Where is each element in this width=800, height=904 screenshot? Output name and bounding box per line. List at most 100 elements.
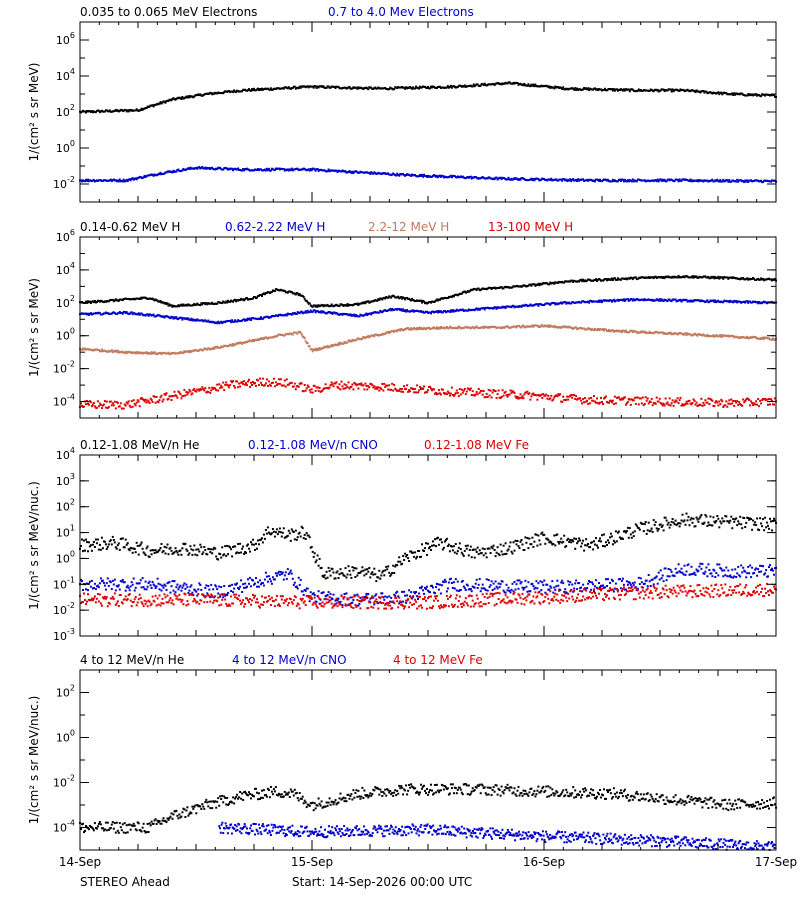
y-tick-label: 106 [56,228,75,244]
data-point [113,404,115,406]
data-point [523,393,525,395]
data-point [128,400,130,402]
data-point [579,540,581,542]
data-point [180,397,182,399]
data-point [301,334,303,336]
data-point [340,568,342,570]
data-point [358,316,360,318]
data-point [267,385,269,387]
data-point [94,546,96,548]
data-point [685,403,687,405]
data-point [760,95,762,97]
data-point [537,305,539,307]
data-point [550,542,552,544]
data-point [587,543,589,545]
data-point [225,381,227,383]
data-point [350,577,352,579]
data-point [416,384,418,386]
data-point [658,401,660,403]
data-point [204,387,206,389]
data-point [209,392,211,394]
data-point [552,543,554,545]
data-point [732,400,734,402]
data-point [295,388,297,390]
data-point [720,336,722,338]
data-point [464,550,466,552]
data-point [195,391,197,393]
data-point [234,387,236,389]
data-point [638,403,640,405]
data-point [229,384,231,386]
data-point [258,384,260,386]
data-point [595,537,597,539]
data-point [692,402,694,404]
data-point [249,386,251,388]
data-point [96,542,98,544]
data-point [481,390,483,392]
data-point [397,561,399,563]
data-point [360,383,362,385]
data-point [420,300,422,302]
data-point [721,400,723,402]
data-point [592,548,594,550]
data-point [339,573,341,575]
data-point [344,383,346,385]
data-point [309,536,311,538]
data-point [405,388,407,390]
data-point [560,538,562,540]
data-point [470,388,472,390]
data-point [197,548,199,550]
data-point [746,300,748,302]
data-point [105,407,107,409]
data-point [735,181,737,183]
data-point [181,547,183,549]
data-point [529,399,531,401]
data-point [338,577,340,579]
data-point [168,553,170,555]
data-point [659,298,661,300]
data-point [722,278,724,280]
data-point [187,392,189,394]
data-point [380,388,382,390]
data-point [501,396,503,398]
data-point [371,384,373,386]
data-point [83,540,85,542]
data-point [391,572,393,574]
data-point [618,396,620,398]
data-point [687,403,689,405]
data-point [609,536,611,538]
data-point [528,538,530,540]
data-point [325,383,327,385]
data-point [700,398,702,400]
series-blue [79,166,777,183]
data-point [324,387,326,389]
data-point [422,388,424,390]
data-point [357,388,359,390]
data-point [531,537,533,539]
series-tan [79,324,777,355]
data-point [110,539,112,541]
data-point [460,394,462,396]
data-point [736,179,738,181]
data-point [192,549,194,551]
data-point [111,349,113,351]
data-point [149,402,151,404]
data-point [730,399,732,401]
data-point [193,545,195,547]
data-point [122,313,124,315]
data-point [317,555,319,557]
data-point [279,528,281,530]
data-point [450,85,452,87]
data-point [562,396,564,398]
data-point [487,396,489,398]
data-point [574,398,576,400]
data-point [103,404,105,406]
data-point [468,554,470,556]
data-point [544,543,546,545]
data-point [354,576,356,578]
data-point [292,334,294,336]
data-point [171,399,173,401]
